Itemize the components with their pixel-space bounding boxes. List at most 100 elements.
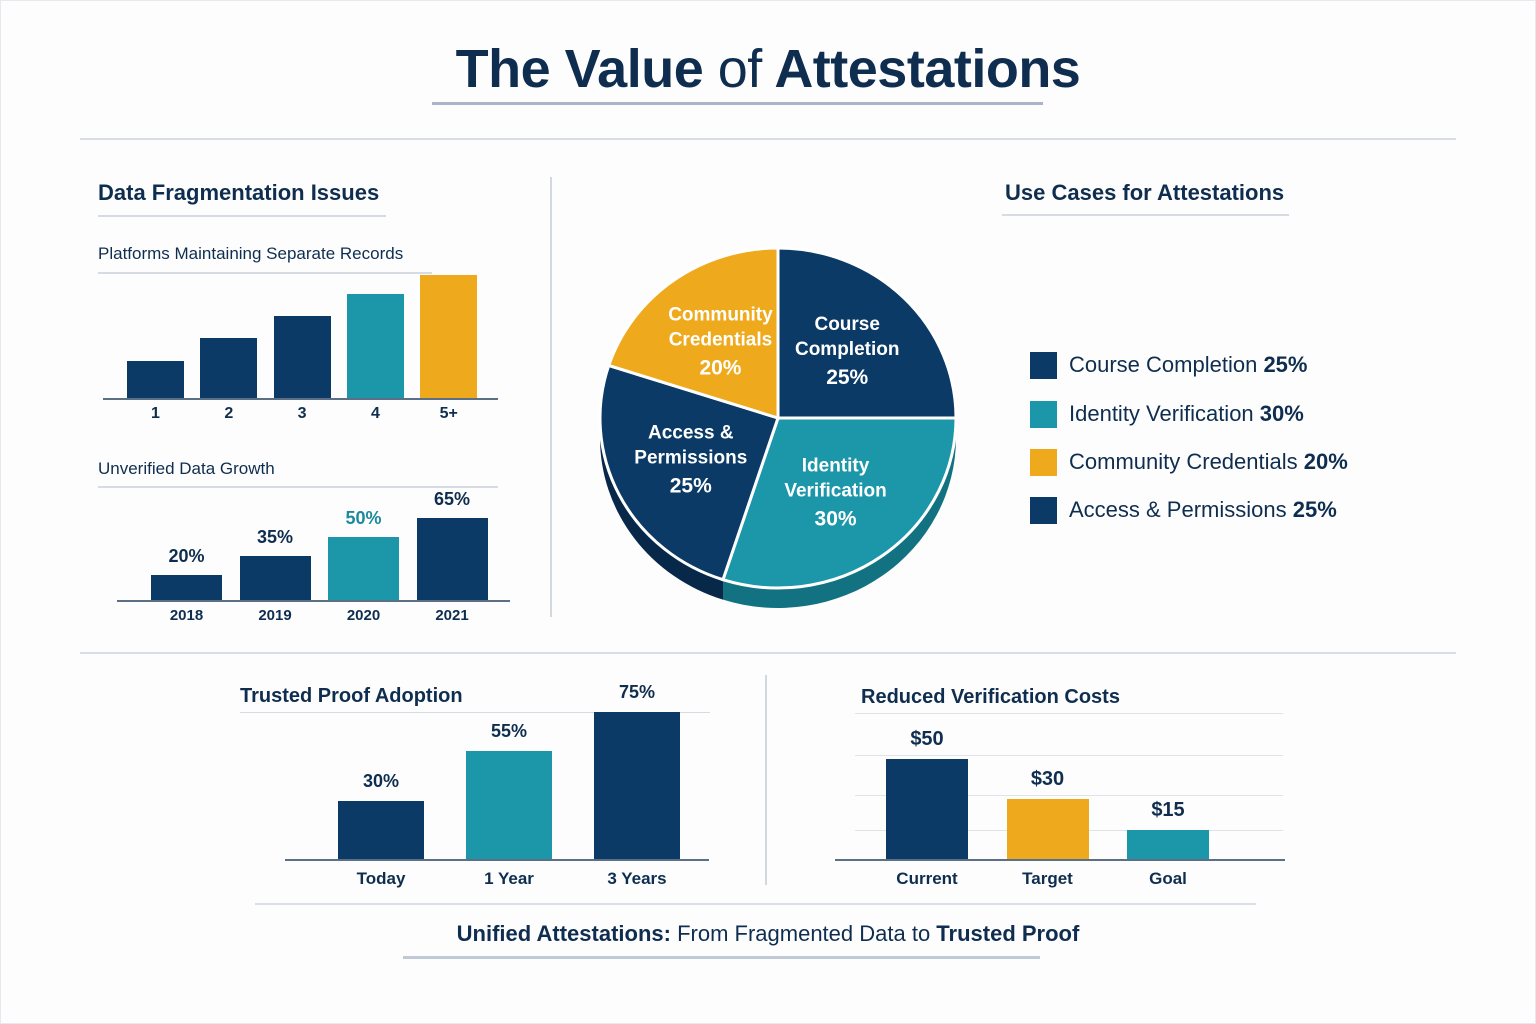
footer-underline (403, 956, 1040, 959)
value-label-2019: 35% (256, 527, 294, 548)
title-part-1: The Value (455, 39, 704, 99)
footer-normal: From Fragmented Data to (670, 921, 937, 946)
footer-top-rule (255, 903, 1256, 905)
value-label-target: $30 (1030, 768, 1065, 791)
use-cases-section-title: Use Cases for Attestations (1005, 180, 1285, 205)
pie-side-identity-verification (722, 418, 956, 608)
pie-value-label-access-permissions: 25% (670, 474, 712, 497)
tick-label-2018: 2018 (169, 607, 204, 624)
value-label-2020: 50% (345, 508, 382, 529)
bar-current (886, 759, 968, 860)
tick-label-target: Target (1022, 869, 1073, 888)
legend-label-course-completion: Course Completion 25% (1069, 352, 1308, 377)
top-divider (80, 138, 1456, 140)
bottom-column-divider (765, 675, 767, 885)
title-part-2: of (717, 39, 763, 99)
value-label-2021: 65% (433, 489, 471, 509)
legend-item-course-completion: Course Completion 25% (1030, 350, 1307, 380)
page-title: The Value of Attestations (0, 38, 1536, 100)
tick-label-today: Today (356, 869, 406, 888)
bar-3 (273, 316, 331, 398)
bar-2018 (151, 575, 222, 601)
pie-category-label-identity-verification: Verification (784, 481, 886, 502)
tick-label-2021: 2021 (435, 607, 469, 624)
bar-4 (346, 293, 404, 398)
tick-label-2: 2 (224, 405, 234, 422)
legend-value-access-permissions: 25% (1292, 497, 1337, 522)
bar-3-years (594, 712, 680, 860)
legend-value-identity-verification: 30% (1259, 401, 1304, 426)
pie-category-label-access-permissions: Access & (648, 422, 734, 443)
tick-label-2019: 2019 (258, 607, 292, 624)
legend-item-access-permissions: Access & Permissions 25% (1030, 495, 1337, 525)
footer-tagline: Unified Attestations: From Fragmented Da… (0, 921, 1536, 947)
pie-value-label-course-completion: 25% (826, 366, 868, 389)
gridline (855, 795, 1283, 796)
bar-2 (200, 338, 258, 398)
tick-label-1: 1 (151, 405, 160, 422)
tick-label-3-years: 3 Years (607, 869, 667, 888)
legend-item-community-credentials: Community Credentials 20% (1030, 447, 1348, 477)
tick-label-4: 4 (370, 405, 380, 422)
platforms-chart-title: Platforms Maintaining Separate Records (98, 244, 404, 263)
adoption-chart-title: Trusted Proof Adoption (240, 685, 463, 707)
adoption-axis (285, 859, 709, 861)
pie-slice-identity-verification (721, 416, 958, 590)
tick-label-3: 3 (297, 405, 307, 422)
legend-swatch-community-credentials (1030, 448, 1057, 476)
value-label-2018: 20% (168, 546, 205, 567)
bar-5- (420, 275, 478, 398)
bar-target (1006, 799, 1089, 860)
pie-value-label-identity-verification: 30% (815, 508, 857, 531)
value-label-current: $50 (910, 728, 944, 750)
middle-divider (80, 652, 1456, 654)
legend-swatch-identity-verification (1030, 400, 1057, 428)
costs-axis (835, 859, 1285, 861)
tick-label-1-year: 1 Year (484, 869, 534, 888)
tick-label-current: Current (896, 869, 958, 888)
legend-swatch-access-permissions (1030, 496, 1057, 524)
value-label-1-year: 55% (490, 721, 528, 742)
platforms-axis (103, 398, 498, 400)
footer-bold-1: Unified Attestations: (456, 921, 671, 946)
title-underline (432, 102, 1043, 105)
legend-label-identity-verification: Identity Verification 30% (1069, 401, 1304, 426)
bar-2021 (416, 518, 488, 601)
legend-label-access-permissions: Access & Permissions 25% (1069, 497, 1337, 522)
footer-bold-2: Trusted Proof (936, 921, 1080, 946)
legend-item-identity-verification: Identity Verification 30% (1030, 399, 1304, 429)
costs-chart-title: Reduced Verification Costs (861, 686, 1120, 708)
fragmentation-section-title: Data Fragmentation Issues (98, 180, 380, 205)
unverified-title-underline (98, 486, 498, 488)
gridline (855, 713, 1283, 714)
pie-slice-access-permissions (598, 363, 780, 582)
legend-value-course-completion: 25% (1263, 352, 1308, 377)
pie-side-access-permissions (600, 418, 723, 600)
bar-2020 (328, 537, 399, 601)
bar-today (338, 800, 424, 860)
pie-category-label-community-credentials: Community (668, 304, 773, 325)
tick-label-2020: 2020 (346, 607, 381, 624)
column-divider (550, 177, 552, 617)
legend-label-community-credentials: Community Credentials 20% (1069, 449, 1348, 474)
value-label-3-years: 75% (618, 682, 656, 702)
pie-slice-course-completion (776, 246, 958, 420)
adoption-title-underline (240, 712, 710, 713)
pie-category-label-access-permissions: Permissions (634, 447, 747, 468)
use-cases-underline (1002, 214, 1289, 216)
platforms-title-underline (98, 272, 432, 274)
pie-category-label-course-completion: Course (814, 314, 879, 335)
pie-slice-community-credentials (606, 246, 780, 421)
tick-label-5-: 5+ (439, 405, 458, 422)
value-label-today: 30% (362, 770, 400, 791)
fragmentation-underline (98, 215, 386, 217)
tick-label-goal: Goal (1149, 869, 1187, 888)
title-part-3: Attestations (774, 39, 1081, 99)
pie-category-label-identity-verification: Identity (802, 456, 870, 477)
gridline (855, 755, 1283, 756)
pie-value-label-community-credentials: 20% (699, 356, 741, 379)
value-label-goal: $15 (1151, 798, 1185, 821)
legend-value-community-credentials: 20% (1303, 449, 1348, 474)
bar-2019 (239, 556, 311, 601)
bar-goal (1127, 829, 1209, 860)
